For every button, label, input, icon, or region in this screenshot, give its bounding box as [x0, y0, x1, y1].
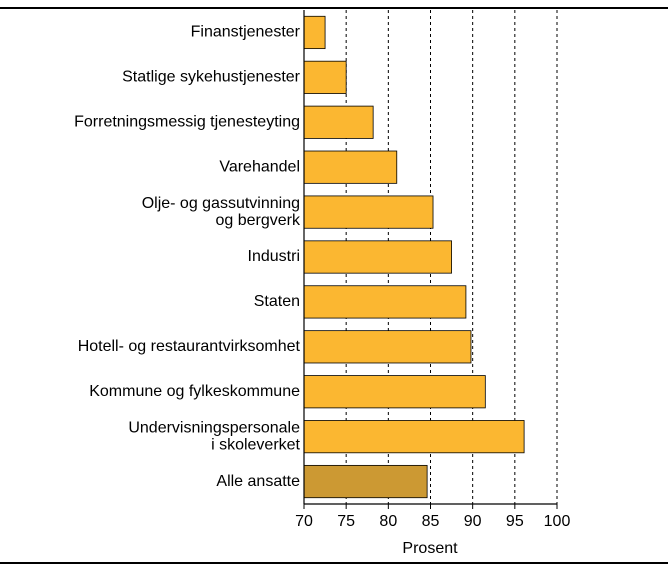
x-tick-label: 95	[506, 513, 524, 530]
x-tick-label: 75	[337, 513, 355, 530]
bar	[303, 105, 374, 139]
bar	[303, 195, 434, 229]
x-tick-label: 90	[464, 513, 482, 530]
y-tick-label: Kommune og fylkeskommune	[89, 383, 300, 400]
bar	[303, 330, 472, 364]
bar	[303, 464, 428, 499]
y-tick-label: Hotell- og restaurantvirksomhet	[78, 338, 301, 355]
bar	[303, 150, 398, 184]
x-tick-label: 70	[295, 513, 313, 530]
x-axis-label: Prosent	[402, 540, 458, 557]
y-tick-label: Undervisningspersonale	[128, 419, 300, 436]
y-tick-label: Finanstjenester	[191, 24, 301, 41]
y-tick-label: Olje- og gassutvinning	[142, 195, 300, 212]
y-tick-label: i skoleverket	[211, 436, 300, 453]
y-tick-label: Alle ansatte	[216, 473, 300, 490]
bar	[303, 420, 525, 454]
y-tick-label: Forretningsmessig tjenesteyting	[74, 113, 300, 130]
y-tick-label: Statlige sykehustjenester	[122, 69, 301, 86]
bar	[303, 285, 467, 319]
bar	[303, 15, 326, 50]
x-tick-label: 85	[422, 513, 440, 530]
bar	[303, 240, 452, 274]
y-tick-label: og bergverk	[216, 212, 301, 229]
bar	[303, 375, 486, 409]
y-tick-label: Industri	[248, 248, 300, 265]
y-tick-label: Varehandel	[219, 158, 300, 175]
bar	[303, 60, 347, 94]
x-tick-label: 100	[544, 513, 571, 530]
y-tick-label: Staten	[254, 293, 300, 310]
x-tick-label: 80	[379, 513, 397, 530]
